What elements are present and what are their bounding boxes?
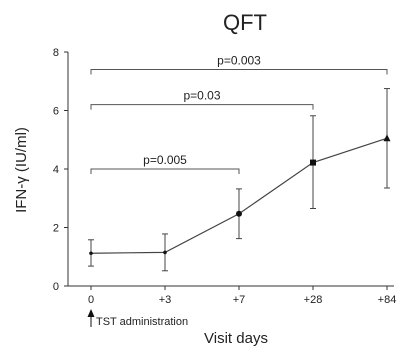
significance-bracket bbox=[90, 104, 314, 110]
y-tick-label: 8 bbox=[53, 47, 59, 59]
chart-title: QFT bbox=[223, 10, 267, 35]
data-point bbox=[310, 159, 316, 166]
plot-area: 0 2 4 6 8 0 +3 +7 +28 +84 p=0.005 p=0.03 p=0.003 TST … bbox=[53, 47, 396, 328]
y-axis-label: IFN-γ (IU/ml) bbox=[13, 127, 30, 213]
arrow-note-label: TST administration bbox=[96, 316, 188, 328]
significance-label: p=0.005 bbox=[143, 153, 187, 167]
x-tick-label: +7 bbox=[233, 294, 246, 306]
y-tick-label: 0 bbox=[53, 281, 59, 293]
data-point bbox=[89, 251, 93, 256]
x-tick-label: +84 bbox=[378, 294, 397, 306]
significance-label: p=0.003 bbox=[217, 54, 261, 68]
significance-label: p=0.03 bbox=[183, 89, 220, 103]
significance-bracket bbox=[90, 168, 240, 174]
x-tick-label: +28 bbox=[304, 294, 323, 306]
y-tick-label: 6 bbox=[53, 106, 59, 118]
data-point bbox=[163, 250, 167, 255]
data-point bbox=[383, 134, 391, 142]
x-tick-label: 0 bbox=[88, 294, 94, 306]
significance-bracket bbox=[90, 69, 388, 75]
data-point bbox=[236, 210, 242, 217]
x-axis-label: Visit days bbox=[204, 330, 268, 347]
y-tick-label: 2 bbox=[53, 223, 59, 235]
x-tick-label: +3 bbox=[159, 294, 172, 306]
arrow-head bbox=[87, 309, 95, 317]
y-tick-label: 4 bbox=[53, 164, 59, 176]
